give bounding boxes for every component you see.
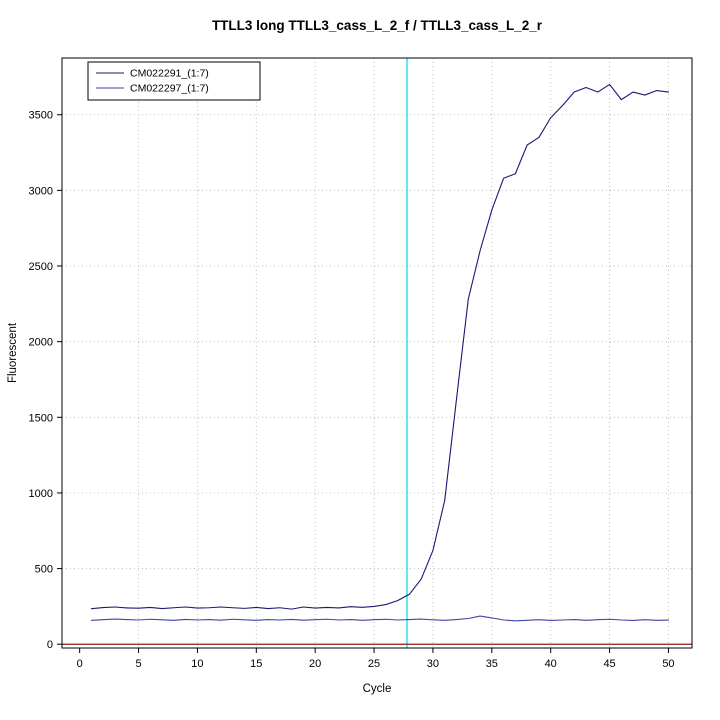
legend-box — [87, 61, 261, 101]
x-tick-label: 10 — [191, 658, 203, 670]
y-tick-label: 500 — [35, 564, 53, 576]
x-tick-label: 5 — [135, 658, 141, 670]
y-tick-label: 3500 — [29, 110, 53, 122]
series-line-0 — [90, 83, 669, 610]
series-line-1 — [90, 615, 669, 622]
plot-box — [61, 57, 693, 649]
y-tick-label: 2000 — [29, 337, 53, 349]
y-axis-label: Fluorescent — [7, 322, 19, 383]
x-tick-label: 45 — [603, 658, 615, 670]
x-tick-label: 0 — [77, 658, 83, 670]
x-tick-label: 15 — [250, 658, 262, 670]
chart-title: TTLL3 long TTLL3_cass_L_2_f / TTLL3_cass… — [212, 18, 543, 33]
x-axis-label: Cycle — [363, 683, 392, 695]
x-axis: 0 5 10 15 20 25 30 35 40 45 50 — [77, 648, 675, 670]
y-axis: 0 500 1000 1500 2000 2500 3000 3500 — [29, 110, 62, 651]
legend: CM022291_(1:7) CM022297_(1:7) — [87, 61, 261, 101]
y-tick-label: 3000 — [29, 185, 53, 197]
x-tick-label: 50 — [662, 658, 674, 670]
x-tick-label: 35 — [486, 658, 498, 670]
y-tick-label: 1000 — [29, 488, 53, 500]
x-tick-label: 30 — [427, 658, 439, 670]
legend-label-0: CM022291_(1:7) — [130, 68, 209, 80]
x-tick-label: 40 — [545, 658, 557, 670]
y-tick-label: 1500 — [29, 412, 53, 424]
x-tick-label: 25 — [368, 658, 380, 670]
x-tick-label: 20 — [309, 658, 321, 670]
y-tick-label: 0 — [47, 639, 53, 651]
y-tick-label: 2500 — [29, 261, 53, 273]
gridlines — [62, 58, 692, 648]
legend-label-1: CM022297_(1:7) — [130, 83, 209, 95]
